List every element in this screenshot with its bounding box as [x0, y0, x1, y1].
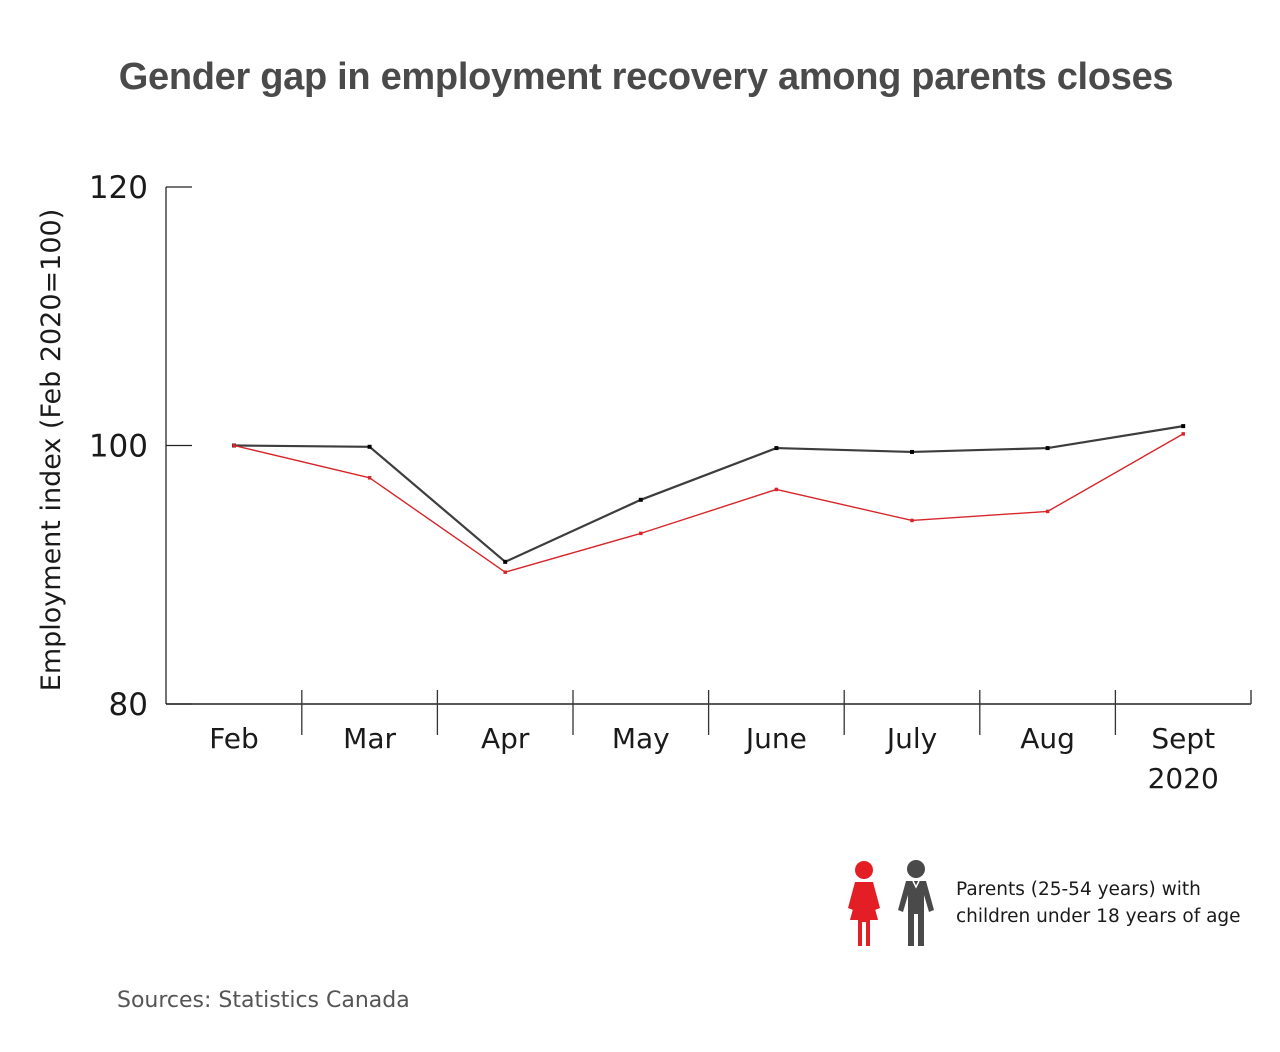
- data-point-fathers-aug: [1045, 446, 1050, 451]
- data-point-mothers-apr: [503, 570, 507, 574]
- chart-title: Gender gap in employment recovery among …: [118, 56, 1174, 98]
- y-axis-label: Employment index (Feb 2020=100): [36, 209, 67, 691]
- data-point-fathers-apr: [503, 559, 508, 564]
- x-tick-label: Mar: [343, 722, 396, 755]
- axes: 80 100 120 Employment index (Feb 2020=100): [36, 170, 1252, 723]
- x-tick-label: May: [612, 722, 670, 755]
- y-tick-label: 120: [89, 170, 148, 206]
- series-line-mothers: [233, 433, 1184, 573]
- data-point-fathers-june: [774, 446, 779, 451]
- y-tick-label: 80: [109, 687, 148, 723]
- data-point-mothers-mar: [367, 476, 372, 480]
- x-tick-label: July: [885, 722, 937, 755]
- x-tick-label: Aug: [1020, 722, 1075, 755]
- series-line-fathers: [233, 425, 1184, 563]
- data-point-fathers-mar: [367, 444, 372, 449]
- x-tick-sublabel: 2020: [1148, 762, 1219, 795]
- data-point-fathers-sept: [1181, 424, 1186, 429]
- legend-line-1: Parents (25-54 years) with: [956, 879, 1201, 900]
- y-tick-label: 100: [89, 429, 148, 465]
- series-layer: [232, 424, 1186, 574]
- data-point-fathers-july: [910, 449, 914, 454]
- data-point-mothers-may: [639, 531, 643, 536]
- legend-line-2: children under 18 years of age: [956, 906, 1241, 927]
- source-note: Sources: Statistics Canada: [117, 988, 410, 1013]
- x-axis-ticks: Feb Mar Apr May June July Aug Sept 2020: [209, 690, 1219, 795]
- data-point-mothers-aug: [1045, 509, 1050, 514]
- series-mothers: [232, 432, 1185, 574]
- woman-icon: [848, 861, 880, 946]
- man-icon: [898, 860, 934, 946]
- x-tick-label: June: [744, 722, 807, 755]
- legend: Parents (25-54 years) with children unde…: [842, 858, 1241, 948]
- series-fathers: [232, 424, 1186, 564]
- data-point-mothers-june: [774, 487, 779, 492]
- x-tick-label: Sept: [1151, 722, 1215, 755]
- x-tick-label: Apr: [481, 722, 530, 755]
- x-tick-label: Feb: [209, 722, 259, 755]
- data-point-mothers-july: [910, 518, 914, 523]
- data-point-mothers-sept: [1181, 432, 1185, 436]
- data-point-mothers-feb: [232, 443, 236, 448]
- data-point-fathers-may: [638, 497, 643, 502]
- legend-label: Parents (25-54 years) with children unde…: [956, 876, 1241, 930]
